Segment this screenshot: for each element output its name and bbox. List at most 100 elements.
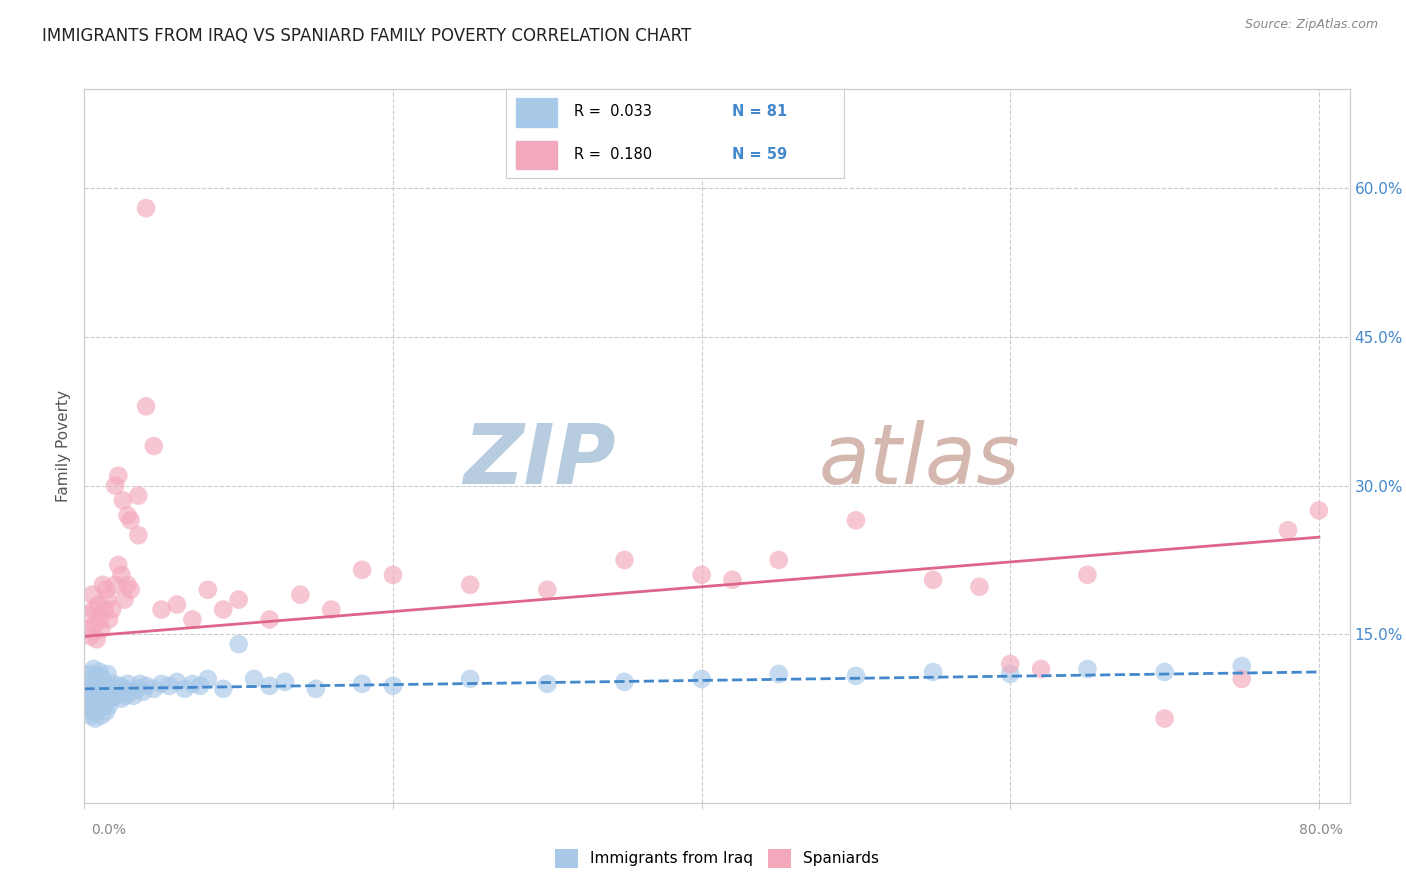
Point	[87, 674, 110, 689]
Text: ZIP: ZIP	[463, 420, 616, 500]
Point	[89, 689, 111, 703]
Point	[91, 578, 114, 592]
Point	[104, 689, 127, 703]
Point	[80, 685, 103, 699]
Point	[77, 681, 100, 696]
Point	[228, 637, 250, 651]
Point	[89, 681, 111, 696]
Point	[157, 679, 180, 693]
Point	[845, 513, 868, 527]
Point	[107, 468, 129, 483]
Point	[94, 705, 117, 719]
Point	[96, 667, 118, 681]
Point	[107, 685, 129, 699]
Legend: Immigrants from Iraq, Spaniards: Immigrants from Iraq, Spaniards	[548, 843, 886, 873]
Point	[98, 612, 121, 626]
Point	[1153, 712, 1175, 726]
Point	[922, 573, 945, 587]
Point	[86, 669, 108, 683]
Point	[228, 592, 250, 607]
Point	[129, 677, 152, 691]
Point	[83, 705, 105, 719]
Point	[1000, 657, 1022, 671]
Point	[79, 708, 101, 723]
Point	[166, 598, 188, 612]
Point	[80, 672, 103, 686]
Point	[173, 681, 195, 696]
Point	[84, 679, 107, 693]
Point	[197, 582, 219, 597]
Point	[352, 563, 374, 577]
Point	[212, 681, 235, 696]
Point	[87, 690, 110, 705]
Point	[142, 681, 165, 696]
Point	[93, 602, 115, 616]
Point	[120, 582, 142, 597]
Point	[83, 662, 105, 676]
Point	[181, 677, 204, 691]
Point	[86, 632, 108, 647]
Point	[77, 607, 100, 622]
Point	[120, 513, 142, 527]
Point	[721, 573, 744, 587]
Point	[117, 508, 139, 523]
Point	[243, 672, 266, 686]
Point	[290, 588, 312, 602]
Point	[166, 674, 188, 689]
Point	[107, 558, 129, 572]
Point	[110, 567, 132, 582]
Text: N = 59: N = 59	[733, 147, 787, 161]
Point	[768, 553, 790, 567]
Text: 80.0%: 80.0%	[1299, 823, 1343, 837]
Point	[127, 528, 149, 542]
Point	[98, 687, 121, 701]
Point	[382, 567, 405, 582]
Point	[89, 612, 111, 626]
Text: R =  0.180: R = 0.180	[574, 147, 652, 161]
Text: R =  0.033: R = 0.033	[574, 104, 651, 119]
Point	[80, 588, 103, 602]
Point	[690, 672, 713, 686]
Point	[181, 612, 204, 626]
Point	[259, 612, 281, 626]
Point	[135, 201, 157, 215]
Point	[690, 567, 713, 582]
Point	[104, 478, 127, 492]
Point	[1000, 667, 1022, 681]
Point	[114, 681, 136, 696]
Point	[84, 617, 107, 632]
Point	[1308, 503, 1330, 517]
Point	[79, 629, 101, 643]
Point	[305, 681, 328, 696]
Point	[458, 672, 481, 686]
Point	[613, 553, 636, 567]
Point	[1277, 523, 1299, 537]
Point	[1076, 567, 1098, 582]
Point	[76, 691, 98, 706]
Point	[122, 689, 145, 703]
Point	[90, 695, 112, 709]
Point	[89, 700, 111, 714]
Point	[132, 685, 155, 699]
Point	[197, 672, 219, 686]
Point	[321, 602, 343, 616]
Point	[125, 681, 148, 696]
Text: 0.0%: 0.0%	[91, 823, 127, 837]
Point	[83, 602, 105, 616]
Point	[89, 665, 111, 679]
Point	[150, 602, 173, 616]
Point	[274, 674, 297, 689]
Point	[117, 677, 139, 691]
Point	[93, 689, 115, 703]
Point	[90, 623, 112, 637]
Point	[768, 667, 790, 681]
Point	[94, 582, 117, 597]
Point	[845, 669, 868, 683]
Point	[105, 681, 128, 696]
Point	[114, 592, 136, 607]
Point	[212, 602, 235, 616]
Point	[142, 439, 165, 453]
Point	[98, 698, 121, 713]
Point	[93, 698, 115, 713]
Point	[80, 697, 103, 711]
